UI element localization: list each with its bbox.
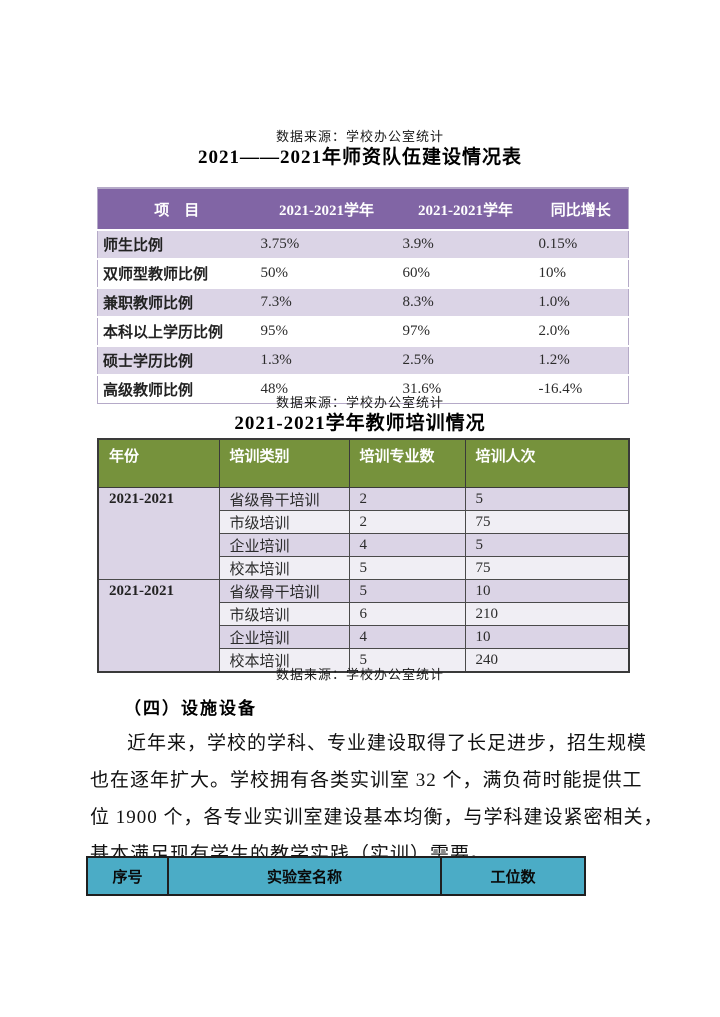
cell-value: 4 bbox=[348, 625, 466, 649]
cell-value: 1.2% bbox=[533, 345, 629, 375]
row-label: 兼职教师比例 bbox=[97, 287, 256, 317]
staff-table-row: 本科以上学历比例 95% 97% 2.0% bbox=[97, 316, 629, 346]
cell-value: 5 bbox=[348, 556, 466, 580]
cell-value: 3.9% bbox=[397, 229, 534, 259]
training-type-cell: 企业培训 bbox=[218, 625, 350, 649]
column-header-item: 项 目 bbox=[97, 187, 256, 230]
column-header-year2: 2021-2021学年 bbox=[397, 187, 534, 230]
training-type-cell: 企业培训 bbox=[218, 533, 350, 557]
staff-table-row: 双师型教师比例 50% 60% 10% bbox=[97, 258, 629, 288]
year-cell: 2021-2021 bbox=[97, 579, 220, 673]
training-type-cell: 市级培训 bbox=[218, 510, 350, 534]
data-source-caption: 数据来源：学校办公室统计 bbox=[275, 667, 444, 682]
cell-value: 240 bbox=[464, 648, 630, 673]
data-source-caption: 数据来源：学校办公室统计 bbox=[275, 129, 444, 144]
training-type-cell: 校本培训 bbox=[218, 556, 350, 580]
cell-value: 2.0% bbox=[533, 316, 629, 346]
cell-value: 60% bbox=[397, 258, 534, 288]
cell-value: 5 bbox=[464, 533, 630, 557]
year-cell: 2021-2021 bbox=[97, 487, 220, 580]
cell-value: 95% bbox=[255, 316, 398, 346]
cell-value: 0.15% bbox=[533, 229, 629, 259]
facilities-paragraph: 近年来，学校的学科、专业建设取得了长足进步，招生规模也在逐年扩大。学校拥有各类实… bbox=[90, 725, 664, 873]
staff-table-row: 硕士学历比例 1.3% 2.5% 1.2% bbox=[97, 345, 629, 375]
column-header-trainee-count: 培训人次 bbox=[464, 438, 630, 488]
row-label: 硕士学历比例 bbox=[97, 345, 256, 375]
column-header-training-type: 培训类别 bbox=[218, 438, 350, 488]
cell-value: 75 bbox=[464, 556, 630, 580]
cell-value: 1.3% bbox=[255, 345, 398, 375]
training-type-cell: 省级骨干培训 bbox=[218, 579, 350, 603]
column-header-major-count: 培训专业数 bbox=[348, 438, 466, 488]
cell-value: 2 bbox=[348, 510, 466, 534]
cell-value: 48% bbox=[255, 374, 398, 404]
lab-workstation-table: 序号 实验室名称 工位数 bbox=[86, 856, 586, 896]
cell-value: 31.6% bbox=[397, 374, 534, 404]
column-header-workstation-count: 工位数 bbox=[440, 856, 586, 896]
paragraph-line: 近年来，学校的学科、专业建设取得了长足进步，招生规模 bbox=[127, 733, 648, 754]
cell-value: 10 bbox=[464, 579, 630, 603]
cell-value: 75 bbox=[464, 510, 630, 534]
training-table-header-row: 年份 培训类别 培训专业数 培训人次 bbox=[97, 438, 630, 488]
staff-building-table: 项 目 2021-2021学年 2021-2021学年 同比增长 师生比例 3.7… bbox=[97, 187, 629, 404]
cell-value: 2.5% bbox=[397, 345, 534, 375]
cell-value: 5 bbox=[464, 487, 630, 511]
training-type-cell: 市级培训 bbox=[218, 602, 350, 626]
training-table-row: 市级培训 6 210 bbox=[98, 602, 630, 626]
cell-value: 10 bbox=[464, 625, 630, 649]
staff-table-row: 兼职教师比例 7.3% 8.3% 1.0% bbox=[97, 287, 629, 317]
staff-table-row: 师生比例 3.75% 3.9% 0.15% bbox=[97, 229, 629, 259]
cell-value: 6 bbox=[348, 602, 466, 626]
column-header-year1: 2021-2021学年 bbox=[255, 187, 398, 230]
training-type-cell: 校本培训 bbox=[218, 648, 350, 673]
cell-value: 2 bbox=[348, 487, 466, 511]
column-header-serial-number: 序号 bbox=[86, 856, 169, 896]
paragraph-line: 位 1900 个，各专业实训室建设基本均衡，与学科建设紧密相关， bbox=[90, 807, 664, 828]
staff-table-body: 师生比例 3.75% 3.9% 0.15% 双师型教师比例 50% 60% 10% 兼职教师比例… bbox=[97, 229, 629, 404]
training-table-row: 校本培训 5 240 bbox=[98, 648, 630, 673]
cell-value: 3.75% bbox=[255, 229, 398, 259]
row-label: 双师型教师比例 bbox=[97, 258, 256, 288]
column-header-lab-name: 实验室名称 bbox=[167, 856, 442, 896]
lab-table-header-row: 序号 实验室名称 工位数 bbox=[86, 856, 586, 896]
cell-value: 8.3% bbox=[397, 287, 534, 317]
training-table-row: 企业培训 4 5 bbox=[98, 533, 630, 557]
teacher-training-table: 年份 培训类别 培训专业数 培训人次 2021-2021 省级骨干培训 2 5 市级培训… bbox=[97, 438, 630, 673]
row-label: 高级教师比例 bbox=[97, 374, 256, 404]
cell-value: 97% bbox=[397, 316, 534, 346]
cell-value: 50% bbox=[255, 258, 398, 288]
training-table-body: 2021-2021 省级骨干培训 2 5 市级培训 2 75 企业培训 4 5 校本培训 5 75 202… bbox=[97, 487, 630, 673]
training-table-row: 2021-2021 省级骨干培训 2 5 bbox=[97, 487, 630, 580]
data-source-caption: 数据来源：学校办公室统计 bbox=[275, 395, 444, 410]
row-label: 本科以上学历比例 bbox=[97, 316, 256, 346]
row-label: 师生比例 bbox=[97, 229, 256, 259]
training-table-title: 2021-2021学年教师培训情况 bbox=[234, 413, 486, 434]
cell-value: 10% bbox=[533, 258, 629, 288]
training-table-row: 企业培训 4 10 bbox=[98, 625, 630, 649]
cell-value: -16.4% bbox=[533, 374, 629, 404]
staff-table-row: 高级教师比例 48% 31.6% -16.4% bbox=[97, 374, 629, 404]
cell-value: 1.0% bbox=[533, 287, 629, 317]
cell-value: 210 bbox=[464, 602, 630, 626]
paragraph-line: 也在逐年扩大。学校拥有各类实训室 32 个，满负荷时能提供工 bbox=[90, 770, 643, 791]
staff-table-header-row: 项 目 2021-2021学年 2021-2021学年 同比增长 bbox=[97, 187, 629, 230]
cell-value: 4 bbox=[348, 533, 466, 557]
cell-value: 5 bbox=[348, 579, 466, 603]
column-header-year: 年份 bbox=[97, 438, 220, 488]
staff-table-title: 2021——2021年师资队伍建设情况表 bbox=[197, 147, 522, 168]
cell-value: 7.3% bbox=[255, 287, 398, 317]
section-heading-facilities: （四）设施设备 bbox=[124, 699, 257, 718]
cell-value: 5 bbox=[348, 648, 466, 673]
column-header-yoy-growth: 同比增长 bbox=[533, 187, 629, 230]
training-type-cell: 省级骨干培训 bbox=[218, 487, 350, 511]
training-table-row: 2021-2021 省级骨干培训 5 10 bbox=[97, 579, 630, 673]
